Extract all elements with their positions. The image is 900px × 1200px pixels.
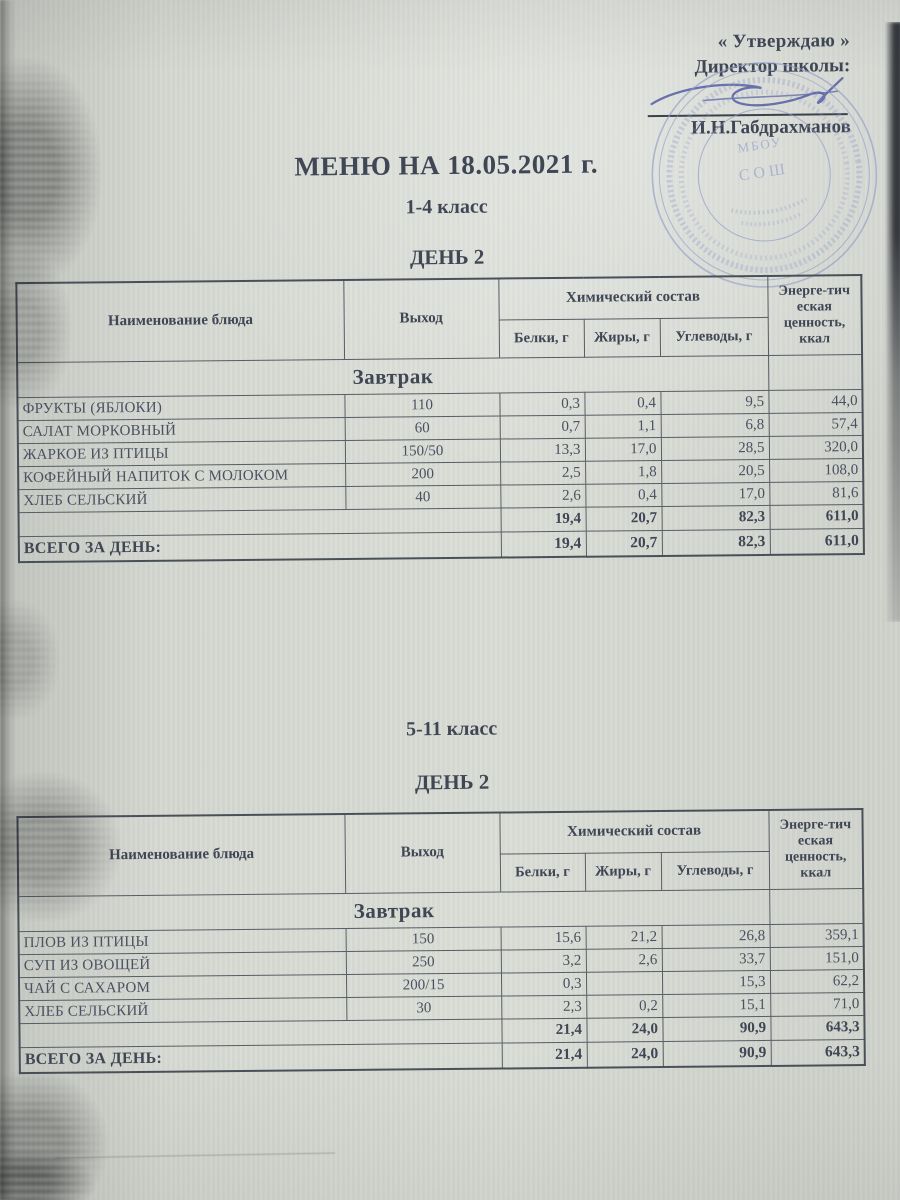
- menu-table-5-11: Наименование блюда Выход Химический сост…: [16, 808, 866, 1075]
- col-header-dish: Наименование блюда: [17, 814, 346, 897]
- col-header-energy: Энерге-тич еская ценность, ккал: [768, 809, 864, 890]
- output-value: 200: [345, 462, 501, 487]
- carbs-value: 33,7: [661, 947, 770, 972]
- total-protein: 21,4: [501, 1042, 587, 1069]
- col-header-protein: Белки, г: [499, 853, 586, 893]
- dish-name: ЧАЙ С САХАРОМ: [18, 974, 347, 1001]
- energy-value: 359,1: [769, 923, 864, 948]
- fat-value: [585, 971, 663, 996]
- subtotal-energy: 643,3: [770, 1015, 865, 1041]
- output-value: 250: [345, 950, 501, 975]
- fat-value: 17,0: [584, 437, 662, 462]
- energy-value: 57,4: [768, 412, 863, 437]
- col-header-chem: Химический состав: [499, 809, 769, 855]
- total-protein: 19,4: [500, 531, 586, 558]
- carbs-value: 6,8: [660, 413, 769, 438]
- energy-value: 62,2: [769, 969, 865, 994]
- protein-value: 0,7: [499, 415, 585, 440]
- protein-value: 2,5: [500, 461, 586, 486]
- col-header-chem: Химический состав: [498, 275, 768, 321]
- menu-table-1-4: Наименование блюда Выход Химический сост…: [15, 274, 866, 564]
- output-value: 110: [344, 393, 500, 418]
- total-energy: 611,0: [769, 528, 864, 555]
- total-label: ВСЕГО ЗА ДЕНЬ:: [18, 532, 501, 563]
- output-value: 150/50: [344, 439, 501, 464]
- signature-ink: [650, 77, 844, 107]
- dish-name: СУП ИЗ ОВОЩЕЙ: [18, 951, 346, 978]
- col-header-protein: Белки, г: [498, 319, 585, 359]
- protein-value: 0,3: [500, 972, 587, 997]
- subtotal-protein: 21,4: [501, 1018, 587, 1044]
- dish-name: ЖАРКОЕ ИЗ ПТИЦЫ: [17, 440, 346, 467]
- approval-block: « Утверждаю » Директор школы: И.Н.Габдра…: [0, 0, 895, 288]
- meal-energy-spacer: [769, 888, 864, 925]
- col-header-carbs: Углеводы, г: [659, 317, 769, 357]
- col-header-output: Выход: [344, 812, 501, 894]
- output-value: 40: [345, 485, 501, 510]
- total-fat: 24,0: [586, 1041, 663, 1068]
- fat-value: 0,4: [585, 483, 662, 508]
- protein-value: 2,3: [501, 995, 587, 1020]
- dish-name: ХЛЕБ СЕЛЬСКИЙ: [19, 997, 347, 1024]
- subtotal-energy: 611,0: [769, 504, 864, 530]
- subtotal-fat: 24,0: [586, 1017, 663, 1043]
- dish-name: КОФЕЙНЫЙ НАПИТОК С МОЛОКОМ: [18, 463, 346, 490]
- fat-value: 1,1: [584, 414, 661, 439]
- carbs-value: 15,3: [661, 970, 771, 995]
- energy-value: 108,0: [769, 458, 864, 483]
- protein-value: 13,3: [499, 438, 586, 463]
- dish-name: ХЛЕБ СЕЛЬСКИЙ: [18, 486, 346, 513]
- protein-value: 15,6: [500, 926, 586, 951]
- protein-value: 3,2: [500, 949, 586, 974]
- output-value: 30: [346, 996, 502, 1021]
- output-value: 150: [345, 927, 501, 952]
- energy-value: 81,6: [769, 481, 864, 506]
- col-header-fat: Жиры, г: [584, 852, 662, 892]
- dish-name: САЛАТ МОРКОВНЫЙ: [17, 417, 345, 444]
- col-header-energy: Энерге-тич еская ценность, ккал: [767, 275, 863, 356]
- output-value: 60: [344, 416, 500, 441]
- energy-value: 44,0: [768, 389, 863, 414]
- school-stamp: МБОУ СОШ: [651, 62, 878, 288]
- protein-value: 2,6: [500, 484, 586, 509]
- meal-energy-spacer: [768, 354, 863, 391]
- fat-value: 21,2: [585, 925, 662, 950]
- col-header-fat: Жиры, г: [583, 318, 661, 358]
- total-label: ВСЕГО ЗА ДЕНЬ:: [19, 1043, 502, 1074]
- subtotal-carbs: 90,9: [662, 1016, 771, 1042]
- protein-value: 0,3: [499, 392, 585, 417]
- col-header-dish: Наименование блюда: [16, 280, 345, 363]
- output-value: 200/15: [345, 973, 502, 998]
- stamp-text-mbou: МБОУ: [737, 134, 784, 155]
- carbs-value: 9,5: [660, 390, 769, 415]
- energy-value: 151,0: [769, 946, 864, 971]
- total-carbs: 82,3: [661, 529, 770, 556]
- fat-value: 2,6: [585, 948, 662, 973]
- carbs-value: 17,0: [661, 482, 770, 507]
- carbs-value: 26,8: [661, 924, 770, 949]
- subtotal-fat: 20,7: [585, 506, 662, 532]
- subtotal-carbs: 82,3: [661, 505, 770, 531]
- fat-value: 0,4: [584, 391, 661, 416]
- carbs-value: 15,1: [662, 993, 771, 1018]
- total-energy: 643,3: [770, 1039, 865, 1066]
- dish-name: ФРУКТЫ (ЯБЛОКИ): [17, 394, 345, 421]
- total-fat: 20,7: [585, 530, 662, 557]
- energy-value: 71,0: [770, 992, 865, 1017]
- carbs-value: 20,5: [661, 459, 770, 484]
- total-carbs: 90,9: [662, 1040, 771, 1067]
- fat-value: 1,8: [585, 460, 662, 485]
- fat-value: 0,2: [586, 994, 663, 1019]
- class-label-5-11: 5-11 класс: [405, 717, 498, 741]
- subtotal-protein: 19,4: [500, 507, 586, 533]
- day-label-2: ДЕНЬ 2: [414, 769, 490, 795]
- carbs-value: 28,5: [660, 436, 770, 461]
- col-header-carbs: Углеводы, г: [660, 851, 770, 891]
- dish-name: ПЛОВ ИЗ ПТИЦЫ: [18, 928, 346, 955]
- col-header-output: Выход: [343, 278, 500, 360]
- energy-value: 320,0: [768, 435, 864, 460]
